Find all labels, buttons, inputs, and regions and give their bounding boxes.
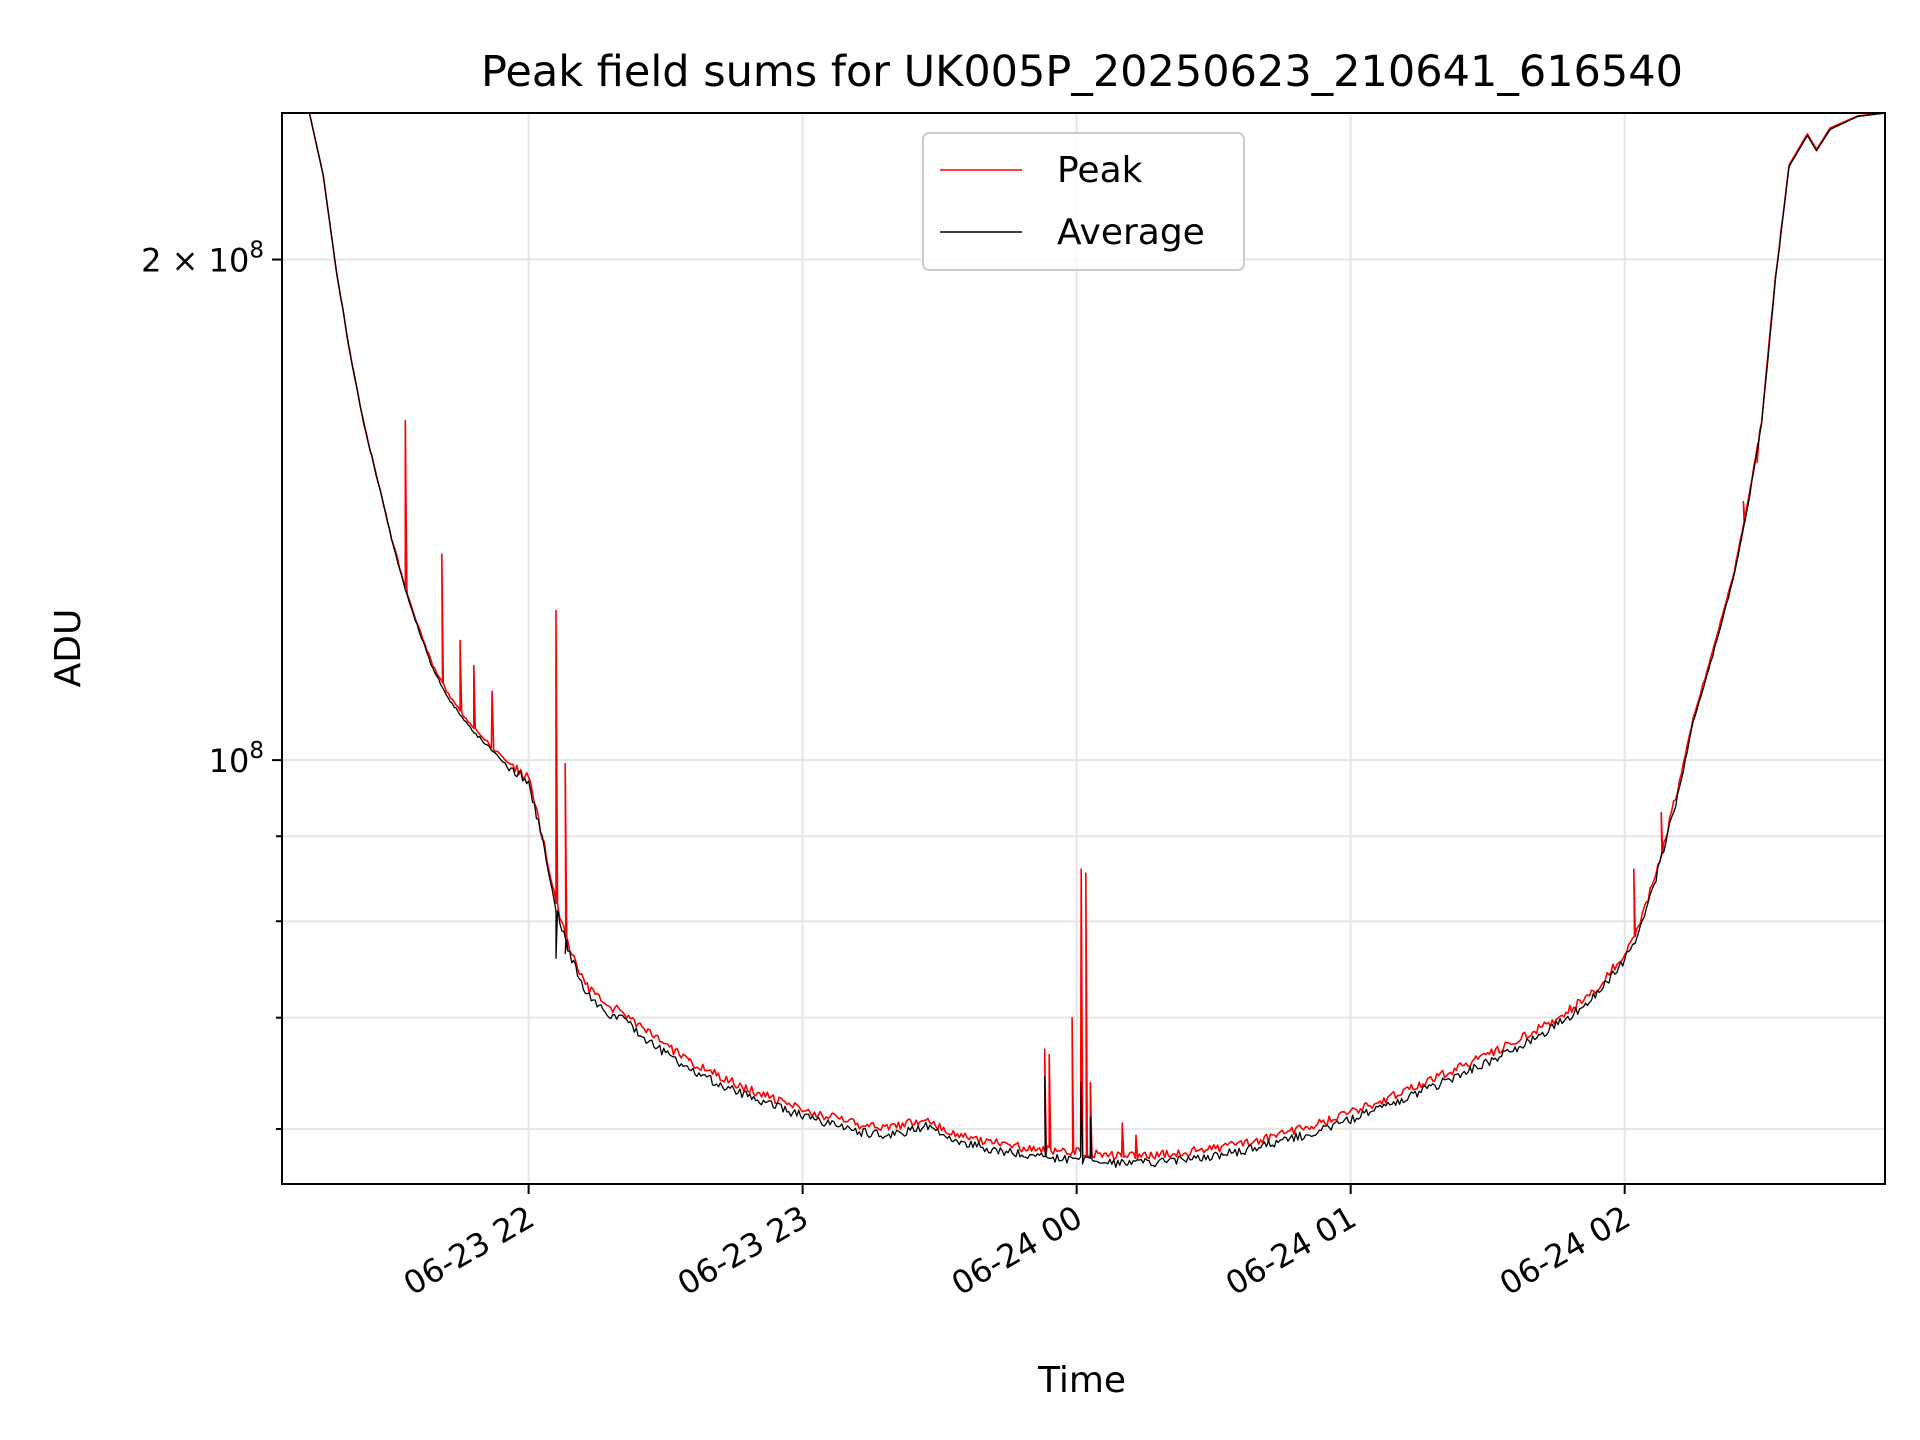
plot-frame	[281, 112, 1886, 1185]
series-line-average	[282, 113, 1885, 1168]
y-axis-ticks: 108 2 × 108	[141, 238, 282, 1131]
y-tick-label: 2 × 108	[141, 238, 264, 280]
legend-label-peak: Peak	[1057, 150, 1143, 191]
x-tick-label: 06-24 00	[945, 1198, 1089, 1303]
legend-label-average: Average	[1057, 212, 1205, 253]
legend: Peak Average	[922, 132, 1245, 271]
x-tick-label: 06-24 01	[1219, 1198, 1363, 1303]
series-layer	[282, 113, 1885, 1168]
x-tick-label: 06-23 22	[397, 1198, 541, 1303]
chart-title: Peak field sums for UK005P_20250623_2106…	[481, 47, 1683, 97]
x-tick-label: 06-24 02	[1493, 1198, 1637, 1303]
y-tick-label: 108	[209, 738, 264, 780]
x-axis-label: Time	[1037, 1360, 1126, 1401]
x-tick-label: 06-23 23	[671, 1198, 815, 1303]
x-axis-ticks: 06-23 22 06-23 23 06-24 00 06-24 01 06-24 02	[397, 1184, 1637, 1303]
legend-frame	[922, 132, 1245, 271]
y-axis-label: ADU	[48, 609, 89, 688]
grid	[282, 113, 1885, 1184]
